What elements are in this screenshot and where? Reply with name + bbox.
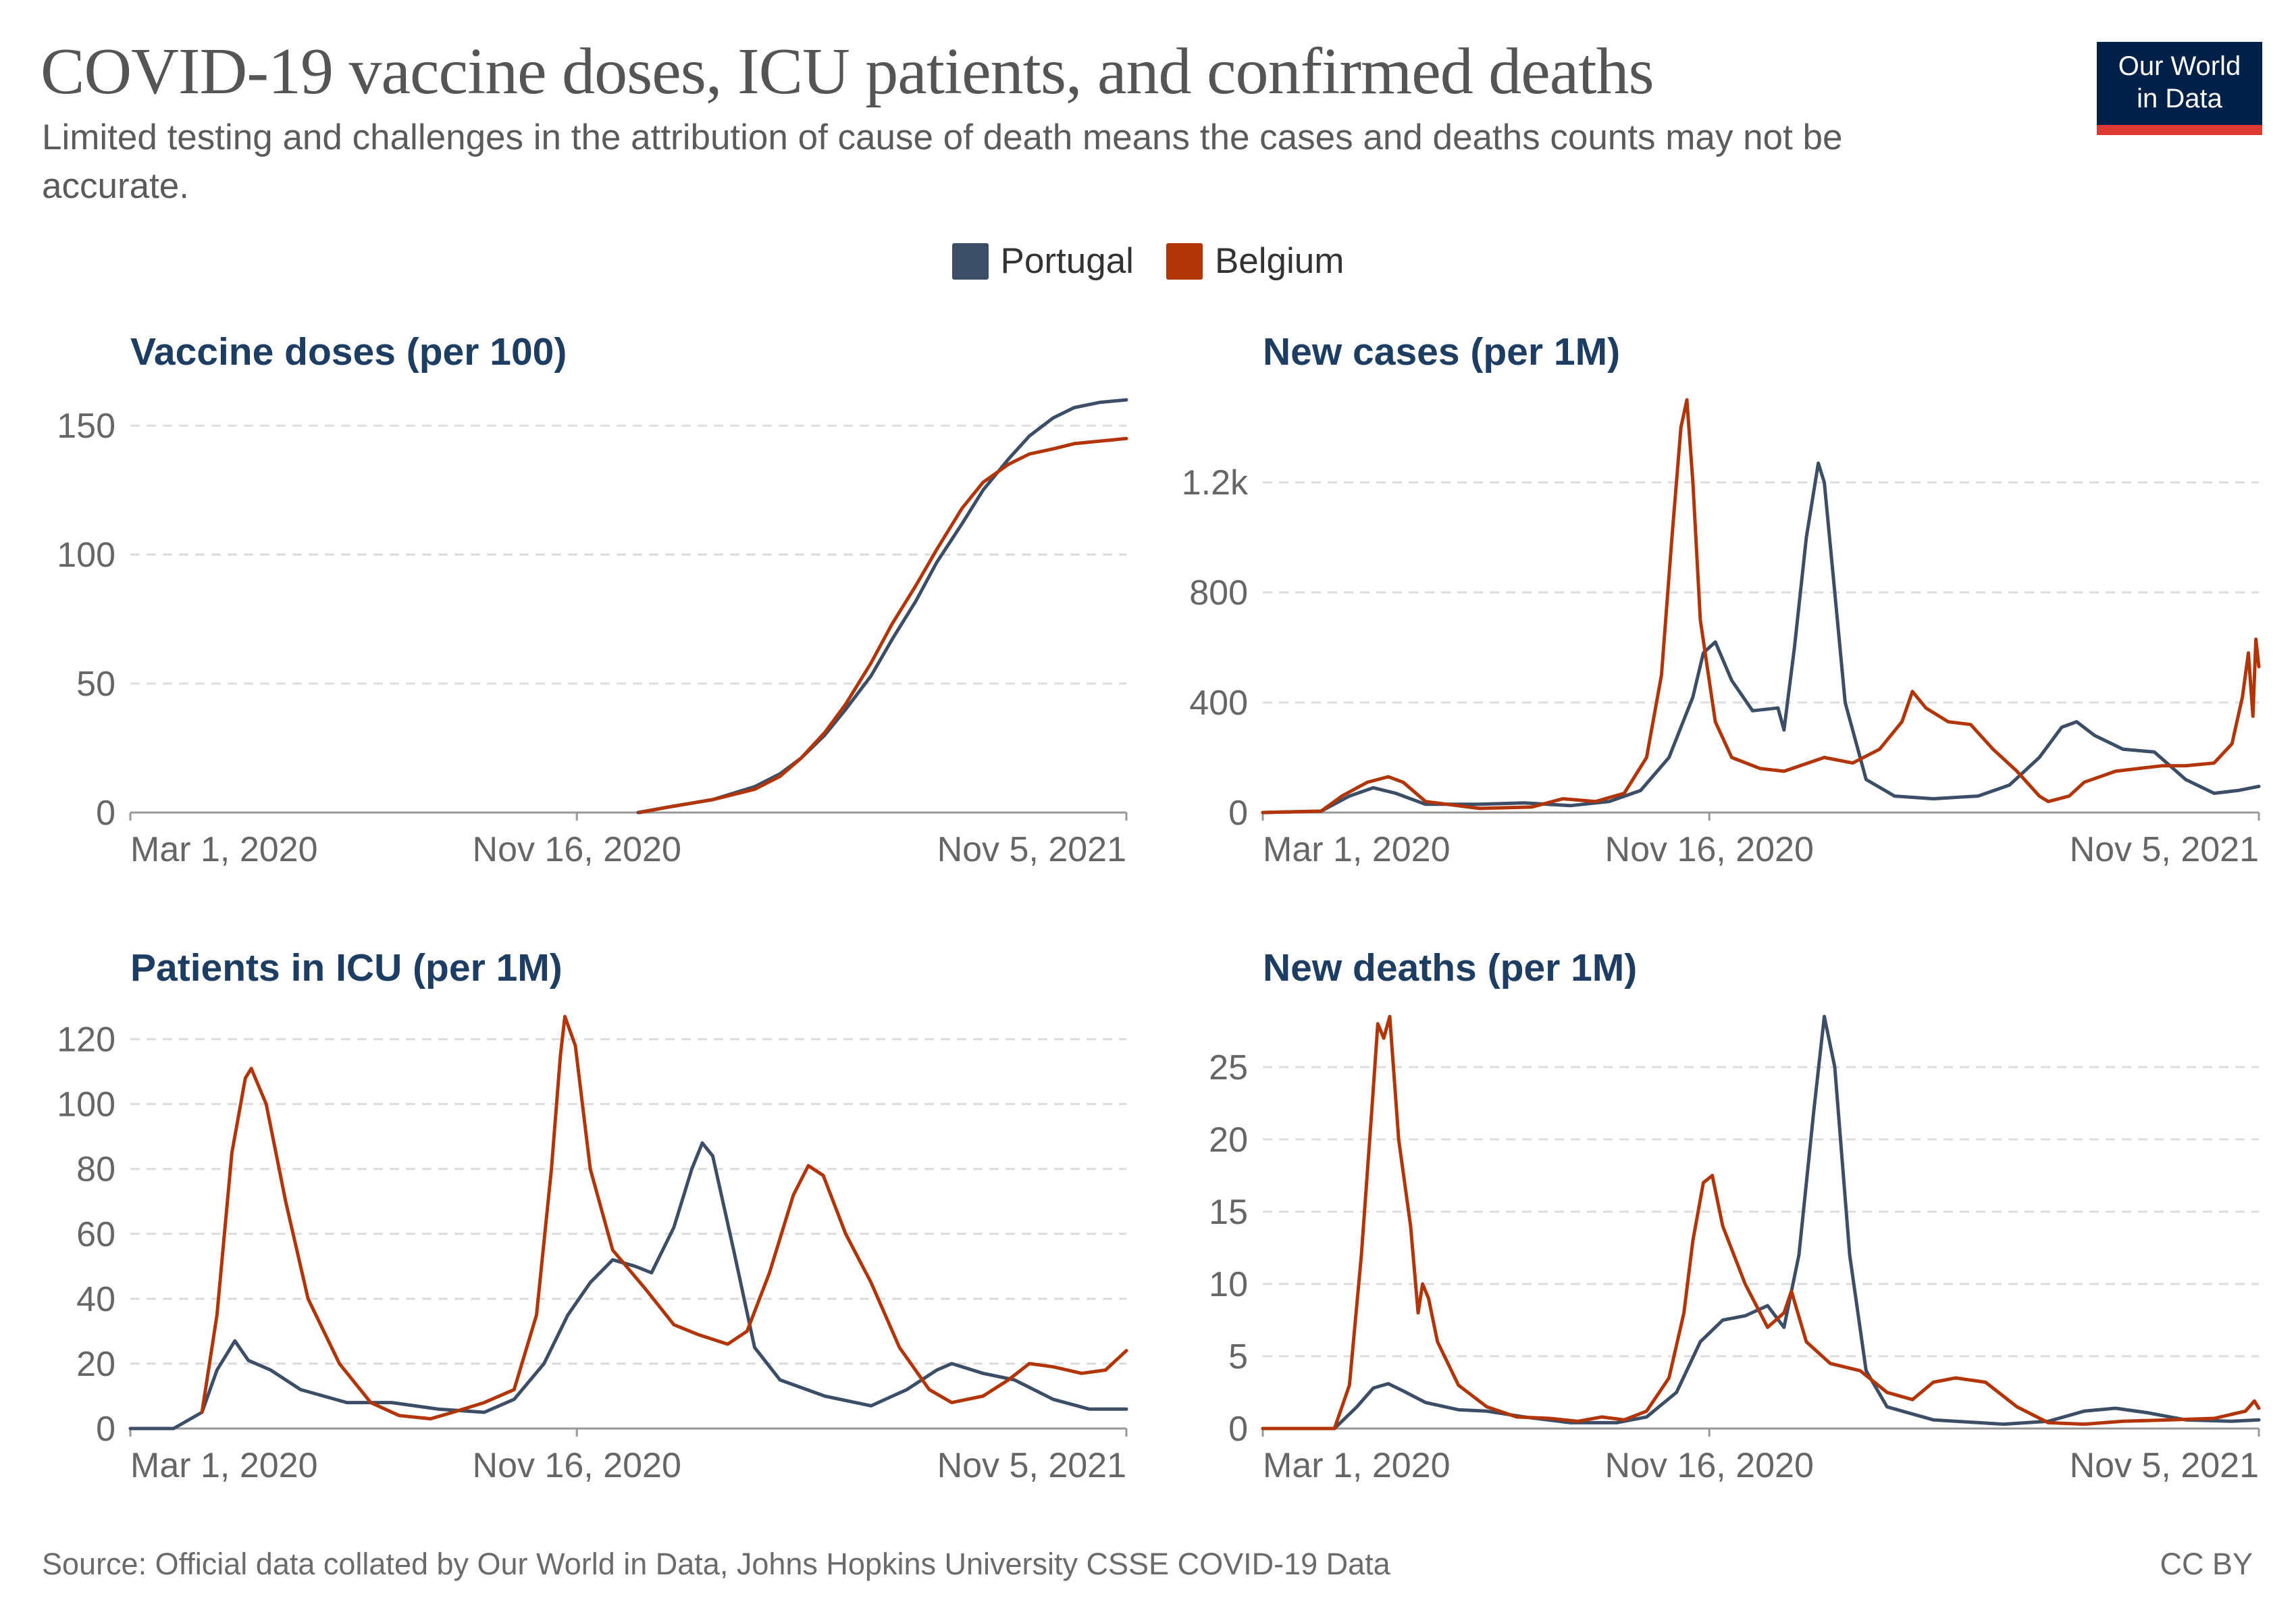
x-tick-label: Nov 5, 2021 (2070, 1446, 2259, 1485)
panel-title-new-cases: New cases (per 1M) (1263, 330, 1620, 374)
panel-title-icu-patients: Patients in ICU (per 1M) (130, 946, 563, 989)
x-tick-label: Nov 5, 2021 (937, 830, 1126, 869)
legend-item-portugal[interactable]: Portugal (951, 240, 1134, 282)
chart-panel-icu-patients: Patients in ICU (per 1M) 0 20 40 60 80 100 120 M… (57, 946, 1128, 1485)
panel-title-new-deaths: New deaths (per 1M) (1263, 946, 1637, 989)
x-tick-label: Mar 1, 2020 (130, 830, 318, 869)
y-tick-label: 80 (76, 1150, 115, 1189)
y-tick-label: 1.2k (1182, 463, 1249, 503)
chart-panel-new-cases: New cases (per 1M) 0 400 800 1.2k Mar 1, 2020… (1182, 330, 2261, 869)
logo-stripe (2097, 125, 2262, 135)
panel-title-vaccine-doses: Vaccine doses (per 100) (130, 330, 567, 374)
x-tick-label: Nov 16, 2020 (473, 830, 681, 869)
x-tick-label: Nov 16, 2020 (1605, 1446, 1814, 1485)
owid-logo[interactable]: Our World in Data (2097, 42, 2262, 135)
legend: Portugal Belgium (0, 240, 2296, 282)
series-line-portugal (1261, 1014, 2261, 1431)
y-tick-label: 5 (1228, 1337, 1248, 1376)
logo-line-1: Our World (2118, 51, 2241, 81)
y-tick-label: 15 (1209, 1193, 1248, 1232)
legend-item-belgium[interactable]: Belgium (1166, 240, 1344, 282)
series-line-portugal (636, 398, 1128, 815)
x-tick-label: Mar 1, 2020 (130, 1446, 318, 1485)
series-line-belgium (637, 436, 1128, 815)
logo-line-2: in Data (2137, 84, 2222, 113)
y-tick-label: 60 (76, 1215, 115, 1254)
y-tick-label: 0 (1228, 1410, 1248, 1449)
legend-label-belgium: Belgium (1214, 241, 1345, 281)
y-tick-label: 0 (96, 794, 115, 833)
y-tick-label: 150 (57, 407, 115, 446)
license-link[interactable]: CC BY (2160, 1547, 2253, 1581)
y-tick-label: 40 (76, 1280, 115, 1319)
y-tick-label: 50 (76, 665, 115, 704)
y-tick-label: 120 (57, 1021, 115, 1060)
y-tick-label: 0 (96, 1410, 115, 1449)
legend-swatch-portugal (951, 242, 989, 280)
y-tick-label: 100 (57, 1085, 115, 1125)
x-tick-label: Mar 1, 2020 (1263, 830, 1451, 869)
chart-panel-new-deaths: New deaths (per 1M) 0 5 10 15 20 25 Mar 1, 2020… (1209, 946, 2261, 1485)
y-tick-label: 25 (1209, 1048, 1248, 1087)
y-tick-label: 20 (1209, 1121, 1248, 1160)
series-line-belgium (1261, 1014, 2261, 1431)
source-note: Source: Official data collated by Our Wo… (42, 1547, 1390, 1581)
y-tick-label: 20 (76, 1345, 115, 1384)
y-tick-label: 100 (57, 536, 115, 575)
y-tick-label: 800 (1189, 573, 1248, 613)
y-tick-label: 10 (1209, 1265, 1248, 1304)
legend-swatch-belgium (1166, 242, 1203, 280)
series-line-belgium (200, 1014, 1128, 1421)
chart-title: COVID-19 vaccine doses, ICU patients, an… (41, 35, 1654, 108)
series-line-belgium (1261, 398, 2261, 815)
y-tick-label: 0 (1228, 794, 1248, 833)
logo-text: Our World in Data (2097, 50, 2262, 115)
x-tick-label: Nov 5, 2021 (2070, 830, 2259, 869)
legend-label-portugal: Portugal (1000, 241, 1134, 281)
series-line-portugal (1261, 461, 2261, 815)
x-tick-label: Nov 16, 2020 (473, 1446, 681, 1485)
chart-subtitle: Limited testing and challenges in the at… (42, 118, 1843, 206)
x-tick-label: Nov 16, 2020 (1605, 830, 1814, 869)
x-tick-label: Mar 1, 2020 (1263, 1446, 1451, 1485)
series-line-portugal (128, 1141, 1128, 1431)
x-tick-label: Nov 5, 2021 (937, 1446, 1126, 1485)
chart-panel-vaccine-doses: Vaccine doses (per 100) 0 50 100 150 Mar 1, 2… (57, 330, 1128, 869)
y-tick-label: 400 (1189, 684, 1248, 723)
